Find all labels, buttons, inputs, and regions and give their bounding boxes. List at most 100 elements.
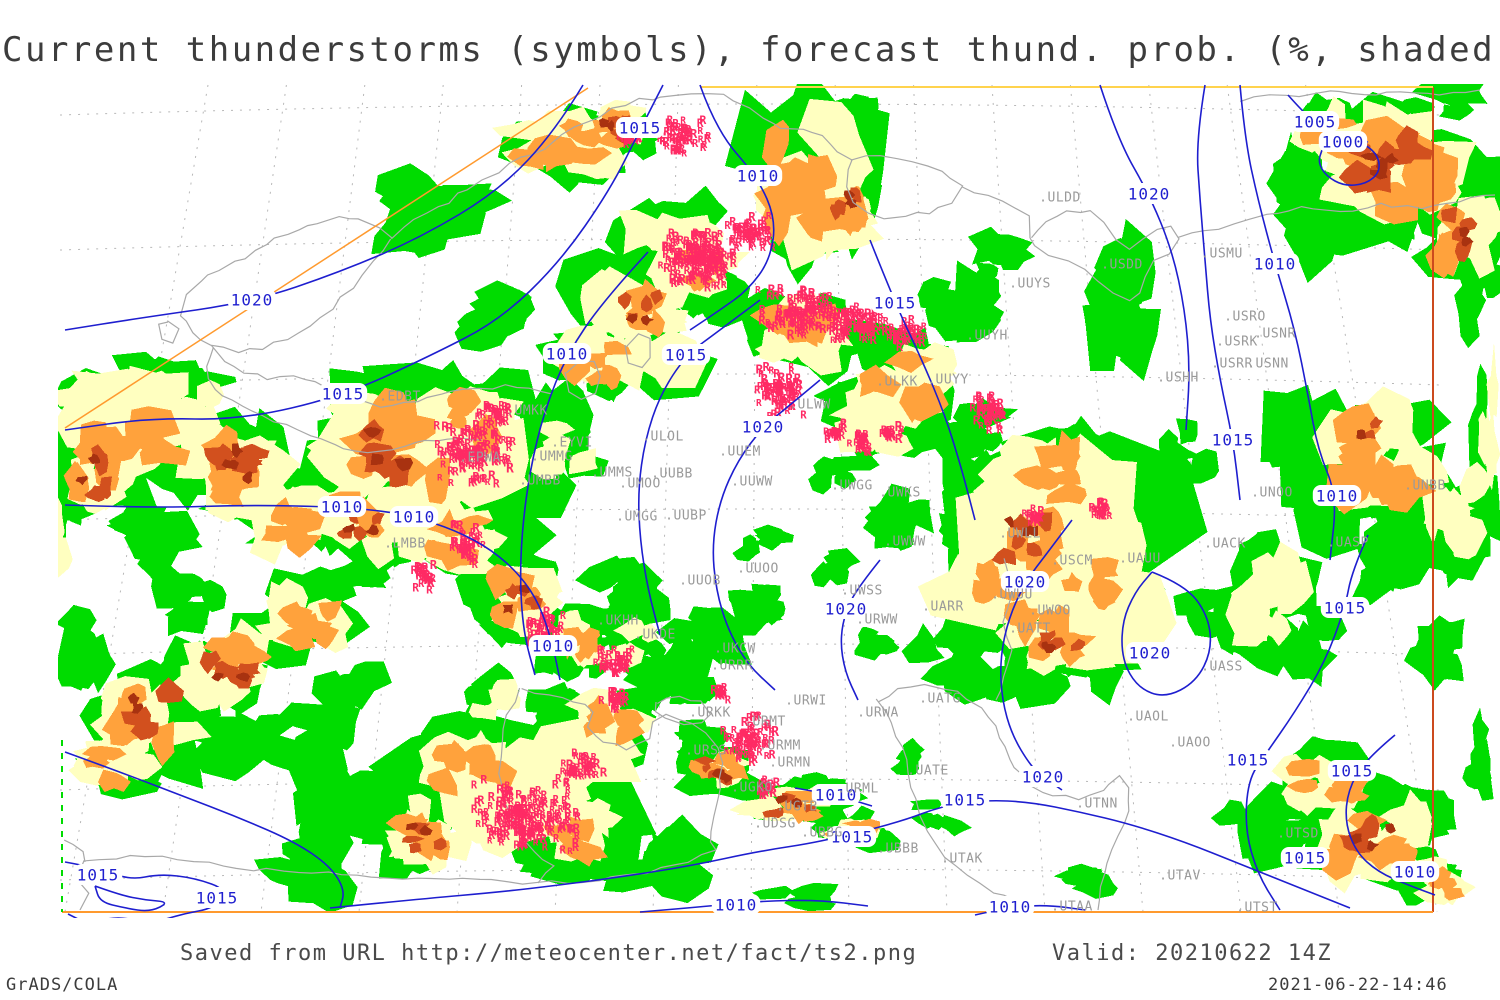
thunderstorm-symbol: R [586,761,593,775]
thunderstorm-symbol: R [1091,510,1097,521]
thunderstorm-symbol: R [846,319,852,330]
thunderstorm-symbol: R [494,447,502,461]
thunderstorm-symbol: R [544,619,552,634]
shaded-blob [1459,253,1486,296]
shaded-blob [372,512,385,526]
thunderstorm-symbol: R [822,292,829,304]
thunderstorm-symbol: R [536,807,543,821]
thunderstorm-symbol: R [768,735,775,748]
thunderstorm-symbol: R [623,133,630,147]
shaded-blob [1094,237,1149,308]
thunderstorm-symbol: R [577,767,584,779]
thunderstorm-symbol: R [789,388,796,399]
thunderstorm-symbol: R [504,400,512,414]
thunderstorm-symbol: R [549,805,555,816]
shaded-blob [447,386,482,414]
thunderstorm-symbol: R [620,700,626,710]
thunderstorm-symbol: R [988,411,995,422]
thunderstorm-symbol: R [561,796,568,807]
coastline [1240,89,1481,103]
thunderstorm-symbol: R [764,391,770,402]
thunderstorm-symbol: R [548,611,555,625]
thunderstorm-symbol: R [824,432,832,446]
thunderstorm-symbol: R [1103,501,1110,514]
thunderstorm-symbol: R [634,131,641,145]
coastline [1029,209,1180,302]
thunderstorm-symbol: R [832,425,840,439]
thunderstorm-symbol: R [765,381,773,396]
station-label: .UGKO [731,781,773,796]
shaded-blob [655,629,714,688]
thunderstorm-symbol: R [683,136,689,147]
station-label: .USNR [1254,327,1296,342]
thunderstorm-symbol: R [554,808,561,821]
thunderstorm-symbol: R [462,445,469,457]
thunderstorm-symbol: R [702,254,708,265]
shaded-blob [459,744,496,777]
thunderstorm-symbol: R [608,690,616,704]
shaded-blob [211,672,224,682]
shaded-blob [1459,461,1492,504]
thunderstorm-symbol: R [696,251,703,265]
thunderstorm-symbol: R [808,286,816,301]
thunderstorm-symbol: R [857,441,863,452]
thunderstorm-symbol: R [703,247,710,260]
thunderstorm-symbol: R [986,420,992,431]
thunderstorm-symbol: R [746,225,752,236]
thunderstorm-symbol: R [736,753,743,764]
thunderstorm-symbol: R [665,255,671,266]
thunderstorm-symbol: R [620,656,628,671]
thunderstorm-symbol: R [612,693,618,704]
thunderstorm-symbol: R [758,223,764,234]
thunderstorm-symbol: R [703,249,709,260]
thunderstorm-symbol: R [886,424,893,438]
shaded-blob [758,326,798,363]
thunderstorm-symbol: R [704,281,712,295]
thunderstorm-symbol: R [707,242,715,256]
station-label: .ULOL [642,430,684,445]
thunderstorm-symbol: R [761,739,768,750]
shaded-blob [1476,738,1491,784]
thunderstorm-symbol: R [460,534,468,548]
shaded-blob [1061,572,1083,592]
thunderstorm-symbol: R [761,224,769,238]
shaded-blob [1454,239,1473,262]
thunderstorm-symbol: R [811,306,818,317]
thunderstorm-symbol: R [498,400,505,412]
thunderstorm-symbol: R [505,454,511,465]
thunderstorm-symbol: R [678,271,686,286]
shaded-blob [1082,288,1131,372]
thunderstorm-symbol: R [625,134,632,147]
thunderstorm-symbol: R [562,817,569,830]
coastline [210,344,553,408]
thunderstorm-symbol: R [712,266,719,277]
shaded-blob [1348,833,1362,845]
thunderstorm-symbol: R [824,431,830,442]
thunderstorm-symbol: R [513,840,520,852]
thunderstorm-symbol: R [885,426,893,440]
thunderstorm-symbol: R [515,821,521,832]
thunderstorm-symbol: R [872,323,880,338]
thunderstorm-symbol: R [790,382,797,393]
station-label: .UACK [1204,537,1246,552]
shaded-blob [568,448,598,475]
shaded-blob [1379,801,1432,835]
thunderstorm-symbol: R [697,126,703,137]
thunderstorm-symbol: R [784,308,791,321]
shaded-blob [790,797,803,808]
thunderstorm-symbol: R [1091,504,1097,515]
station-label: .UASP [1327,536,1369,551]
thunderstorm-symbol: R [493,441,500,455]
station-label: .USNN [1247,357,1289,372]
thunderstorm-symbol: R [474,446,482,461]
thunderstorm-symbol: R [560,611,567,622]
thunderstorm-symbol: R [798,326,804,337]
isobar-label: 1020 [742,418,785,437]
thunderstorm-symbol: R [581,756,588,770]
thunderstorm-symbol: R [812,310,819,322]
thunderstorm-symbol: R [491,407,497,418]
thunderstorm-symbol: R [663,124,671,138]
thunderstorm-symbol: R [616,654,623,667]
thunderstorm-symbol: R [686,239,693,251]
shaded-blob [845,382,883,423]
